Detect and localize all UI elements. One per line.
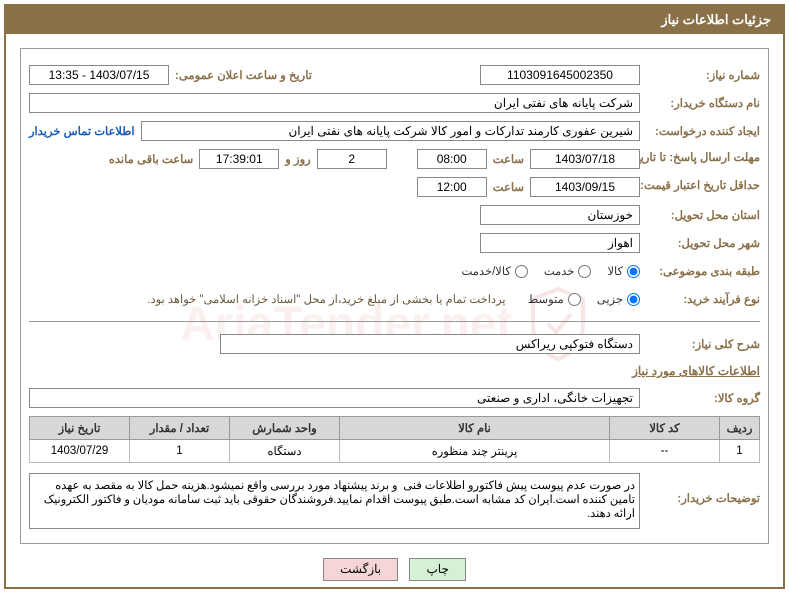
delivery-city-field[interactable] [480, 233, 640, 253]
buyer-org-field[interactable] [29, 93, 640, 113]
response-deadline-time[interactable] [417, 149, 487, 169]
items-table: ردیف کد کالا نام کالا واحد شمارش تعداد /… [29, 416, 760, 463]
title-bar: جزئیات اطلاعات نیاز [6, 6, 783, 34]
remaining-suffix: ساعت باقی مانده [103, 152, 199, 166]
radio-goods-label: کالا [607, 264, 623, 278]
buyer-notes-label: توضیحات خریدار: [640, 473, 760, 505]
radio-goods-service-label: کالا/خدمت [462, 264, 511, 278]
requester-field[interactable] [141, 121, 640, 141]
need-number-field[interactable] [480, 65, 640, 85]
table-row: 1 -- پرینتر چند منظوره دستگاه 1 1403/07/… [30, 440, 760, 463]
announce-datetime-label: تاریخ و ساعت اعلان عمومی: [169, 68, 318, 82]
purchase-note: پرداخت تمام یا بخشی از مبلغ خرید،از محل … [147, 292, 505, 306]
th-code: کد کالا [610, 417, 720, 440]
th-qty: تعداد / مقدار [130, 417, 230, 440]
radio-service[interactable] [578, 265, 591, 278]
buyer-org-label: نام دستگاه خریدار: [640, 96, 760, 110]
radio-medium[interactable] [568, 293, 581, 306]
remaining-time[interactable] [199, 149, 279, 169]
price-validity-date[interactable] [530, 177, 640, 197]
buyer-notes-textarea[interactable] [29, 473, 640, 529]
buyer-contact-link[interactable]: اطلاعات تماس خریدار [29, 124, 135, 138]
purchase-type-label: نوع فرآیند خرید: [640, 292, 760, 306]
button-row: چاپ بازگشت [6, 558, 783, 581]
delivery-city-label: شهر محل تحویل: [640, 236, 760, 250]
need-number-label: شماره نیاز: [640, 68, 760, 82]
td-row: 1 [720, 440, 760, 463]
general-desc-label: شرح کلی نیاز: [640, 337, 760, 351]
category-label: طبقه بندی موضوعی: [640, 264, 760, 278]
delivery-province-field[interactable] [480, 205, 640, 225]
time-label-2: ساعت [487, 180, 530, 194]
remaining-days[interactable] [317, 149, 387, 169]
radio-partial-label: جزیی [597, 292, 623, 306]
days-and-label: روز و [279, 152, 316, 166]
print-button[interactable]: چاپ [409, 558, 465, 581]
content-panel: شماره نیاز: تاریخ و ساعت اعلان عمومی: نا… [20, 48, 769, 544]
th-unit: واحد شمارش [230, 417, 340, 440]
th-row: ردیف [720, 417, 760, 440]
radio-goods-service[interactable] [515, 265, 528, 278]
td-qty: 1 [130, 440, 230, 463]
th-name: نام کالا [340, 417, 610, 440]
td-code: -- [610, 440, 720, 463]
response-deadline-date[interactable] [530, 149, 640, 169]
main-frame: جزئیات اطلاعات نیاز شماره نیاز: تاریخ و … [4, 4, 785, 589]
radio-service-label: خدمت [544, 264, 575, 278]
radio-medium-label: متوسط [528, 292, 564, 306]
announce-datetime-field[interactable] [29, 65, 169, 85]
goods-group-field[interactable] [29, 388, 640, 408]
items-section-header: اطلاعات کالاهای مورد نیاز [29, 364, 760, 378]
td-name: پرینتر چند منظوره [340, 440, 610, 463]
back-button[interactable]: بازگشت [323, 558, 398, 581]
radio-partial[interactable] [627, 293, 640, 306]
td-unit: دستگاه [230, 440, 340, 463]
general-desc-field[interactable] [220, 334, 640, 354]
time-label-1: ساعت [487, 152, 530, 166]
requester-label: ایجاد کننده درخواست: [640, 124, 760, 138]
td-need-date: 1403/07/29 [30, 440, 130, 463]
price-validity-label: حداقل تاریخ اعتبار قیمت: تا تاریخ: [640, 180, 760, 194]
purchase-type-radio-group: جزیی متوسط [516, 292, 640, 306]
delivery-province-label: استان محل تحویل: [640, 208, 760, 222]
response-deadline-label: مهلت ارسال پاسخ: تا تاریخ: [640, 152, 760, 166]
goods-group-label: گروه کالا: [640, 391, 760, 405]
price-validity-time[interactable] [417, 177, 487, 197]
category-radio-group: کالا خدمت کالا/خدمت [450, 264, 641, 278]
radio-goods[interactable] [627, 265, 640, 278]
divider-1 [29, 321, 760, 322]
th-need-date: تاریخ نیاز [30, 417, 130, 440]
